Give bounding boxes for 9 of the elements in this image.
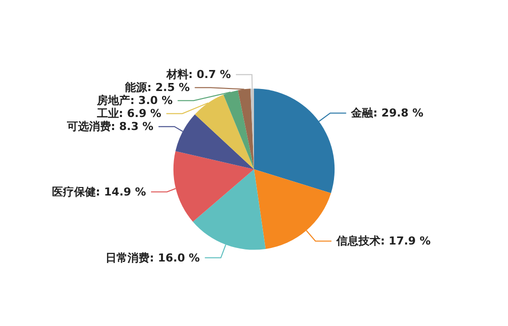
slice-label: 能源: 2.5 % xyxy=(125,81,190,94)
slice-label: 日常消费: 16.0 % xyxy=(106,251,200,264)
slice-label: 房地产: 3.0 % xyxy=(96,94,173,108)
slice-label: 材料: 0.7 % xyxy=(165,68,231,82)
slice-label: 可选消费: 8.3 % xyxy=(66,120,154,134)
slice-label: 工业: 6.9 % xyxy=(96,107,162,120)
slice-label: 金融: 29.8 % xyxy=(350,106,424,120)
slice-label: 医疗保健: 14.9 % xyxy=(52,185,146,198)
slice-label: 信息技术: 17.9 % xyxy=(335,234,431,248)
